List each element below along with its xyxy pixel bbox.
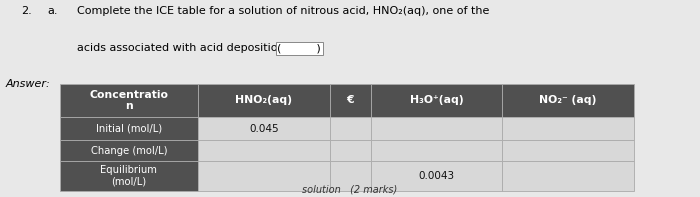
Bar <box>198 161 330 191</box>
Bar <box>502 140 634 161</box>
Text: acids associated with acid deposition.: acids associated with acid deposition. <box>77 43 288 53</box>
Text: 2.: 2. <box>21 6 32 16</box>
Text: Complete the ICE table for a solution of nitrous acid, HNO₂(aq), one of the: Complete the ICE table for a solution of… <box>77 6 489 16</box>
Bar <box>330 140 371 161</box>
Bar <box>502 117 634 140</box>
Bar <box>60 140 198 161</box>
Bar <box>371 161 502 191</box>
Text: Change (mol/L): Change (mol/L) <box>91 146 167 156</box>
Bar <box>371 140 502 161</box>
Text: Answer:: Answer: <box>6 79 50 89</box>
Text: 0.0043: 0.0043 <box>419 171 454 181</box>
Bar <box>330 161 371 191</box>
Bar <box>330 84 371 117</box>
Text: (          ): ( ) <box>277 43 321 53</box>
Bar <box>330 117 371 140</box>
Bar <box>60 161 198 191</box>
Text: H₃O⁺(aq): H₃O⁺(aq) <box>410 95 463 105</box>
Bar <box>502 161 634 191</box>
Text: solution   (2 marks): solution (2 marks) <box>302 184 398 194</box>
Bar <box>502 84 634 117</box>
Bar <box>198 117 330 140</box>
Text: HNO₂(aq): HNO₂(aq) <box>235 95 293 105</box>
Bar <box>371 117 502 140</box>
Text: a.: a. <box>48 6 58 16</box>
Text: Equilibrium
(mol/L): Equilibrium (mol/L) <box>101 165 158 187</box>
Text: NO₂⁻ (aq): NO₂⁻ (aq) <box>539 95 596 105</box>
Text: Concentratio
n: Concentratio n <box>90 90 169 111</box>
Text: Initial (mol/L): Initial (mol/L) <box>96 124 162 134</box>
Bar <box>198 84 330 117</box>
Bar <box>60 117 198 140</box>
Text: 0.045: 0.045 <box>249 124 279 134</box>
Text: €: € <box>346 95 354 105</box>
Bar <box>371 84 502 117</box>
Bar <box>198 140 330 161</box>
Bar <box>60 84 198 117</box>
